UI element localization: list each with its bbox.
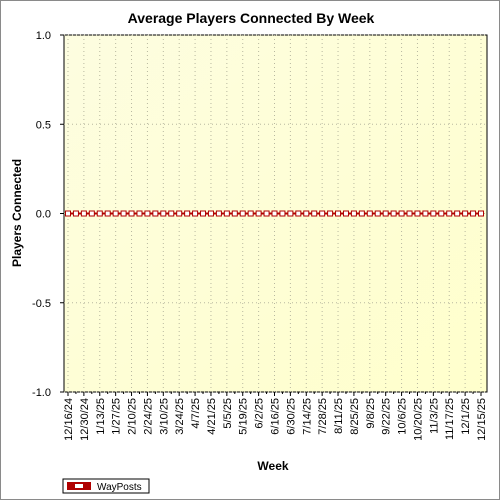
x-tick-label: 10/6/25 <box>397 398 409 435</box>
data-point <box>327 210 334 217</box>
data-point <box>430 210 437 217</box>
data-point <box>192 210 199 217</box>
data-point <box>295 210 302 217</box>
x-tick-label: 2/10/25 <box>127 398 139 435</box>
x-tick-label: 5/5/25 <box>222 398 234 429</box>
data-point <box>303 210 310 217</box>
data-point <box>406 210 413 217</box>
data-point <box>390 210 397 217</box>
data-point <box>144 210 151 217</box>
y-tick-label: -0.5 <box>32 298 51 310</box>
x-tick-label: 8/11/25 <box>333 398 345 434</box>
data-point <box>374 210 381 217</box>
data-point <box>96 210 103 217</box>
y-tick-label: 1.0 <box>36 30 51 42</box>
data-point <box>263 210 270 217</box>
data-point <box>446 210 453 217</box>
data-point <box>342 210 349 217</box>
data-point <box>223 210 230 217</box>
x-tick-label: 12/30/24 <box>79 398 91 441</box>
y-tick-label: -1.0 <box>32 387 51 399</box>
data-point <box>366 210 373 217</box>
x-tick-label: 7/14/25 <box>301 398 313 435</box>
data-point <box>88 210 95 217</box>
data-point <box>319 210 326 217</box>
data-point <box>350 210 357 217</box>
data-point <box>311 210 318 217</box>
x-tick-label: 7/28/25 <box>317 398 329 435</box>
x-tick-label: 2/24/25 <box>142 398 154 435</box>
data-point <box>358 210 365 217</box>
x-tick-label: 3/24/25 <box>174 398 186 435</box>
legend-label-waypost: WayPosts <box>97 482 142 493</box>
x-tick-label: 8/25/25 <box>349 398 361 435</box>
data-point <box>152 210 159 217</box>
x-tick-label: 4/7/25 <box>190 398 202 429</box>
data-point <box>184 210 191 217</box>
data-point <box>478 210 484 217</box>
data-point <box>136 210 143 217</box>
x-tick-label: 6/2/25 <box>254 398 266 429</box>
x-tick-label: 6/30/25 <box>285 398 297 435</box>
legend: WayPosts <box>62 478 150 494</box>
data-point <box>470 210 477 217</box>
x-tick-label: 3/10/25 <box>158 398 170 435</box>
data-point <box>128 210 135 217</box>
data-point <box>398 210 405 217</box>
x-tick-label: 9/22/25 <box>381 398 393 435</box>
data-point <box>438 210 445 217</box>
data-point <box>168 210 175 217</box>
data-point <box>176 210 183 217</box>
x-tick-label: 9/8/25 <box>365 398 377 429</box>
x-tick-label: 10/20/25 <box>412 398 424 441</box>
data-point <box>112 210 119 217</box>
x-tick-label: 11/3/25 <box>428 398 440 434</box>
data-point <box>231 210 238 217</box>
data-point <box>279 210 286 217</box>
x-tick-label: 1/27/25 <box>111 398 123 435</box>
y-tick-label: 0.5 <box>36 119 51 131</box>
data-point <box>335 210 342 217</box>
data-point <box>215 210 222 217</box>
y-tick-label: 0.0 <box>36 209 51 221</box>
data-point <box>80 210 87 217</box>
x-tick-label: 6/16/25 <box>270 398 282 435</box>
x-axis-label: Week <box>257 459 288 473</box>
data-point <box>72 210 79 217</box>
x-tick-label: 11/17/25 <box>444 398 456 440</box>
x-tick-label: 12/16/24 <box>63 398 75 441</box>
data-point <box>287 210 294 217</box>
x-tick-label: 4/21/25 <box>206 398 218 435</box>
data-point <box>207 210 214 217</box>
data-point <box>422 210 429 217</box>
y-axis-ticks: 1.0 0.5 0.0 -0.5 -1.0 <box>32 30 64 399</box>
data-point <box>65 210 71 217</box>
data-point <box>247 210 254 217</box>
chart-title: Average Players Connected By Week <box>128 10 375 26</box>
data-point <box>200 210 207 217</box>
data-point <box>255 210 262 217</box>
data-point <box>382 210 389 217</box>
legend-swatch-marker <box>75 484 83 488</box>
x-tick-label: 5/19/25 <box>238 398 250 435</box>
data-point <box>271 210 278 217</box>
data-point <box>160 210 167 217</box>
data-point <box>239 210 246 217</box>
x-tick-label: 1/13/25 <box>95 398 107 435</box>
x-tick-label: 12/15/25 <box>476 398 488 441</box>
data-point <box>454 210 461 217</box>
x-axis-ticks: 12/16/24 12/30/24 1/13/25 1/27/25 2/10/25 2/2… <box>63 392 488 441</box>
series-waypost <box>65 210 484 217</box>
y-axis-label: Players Connected <box>10 159 24 267</box>
data-point <box>120 210 127 217</box>
data-point <box>104 210 111 217</box>
x-tick-label: 12/1/25 <box>460 398 472 435</box>
data-point <box>414 210 421 217</box>
data-point <box>462 210 469 217</box>
